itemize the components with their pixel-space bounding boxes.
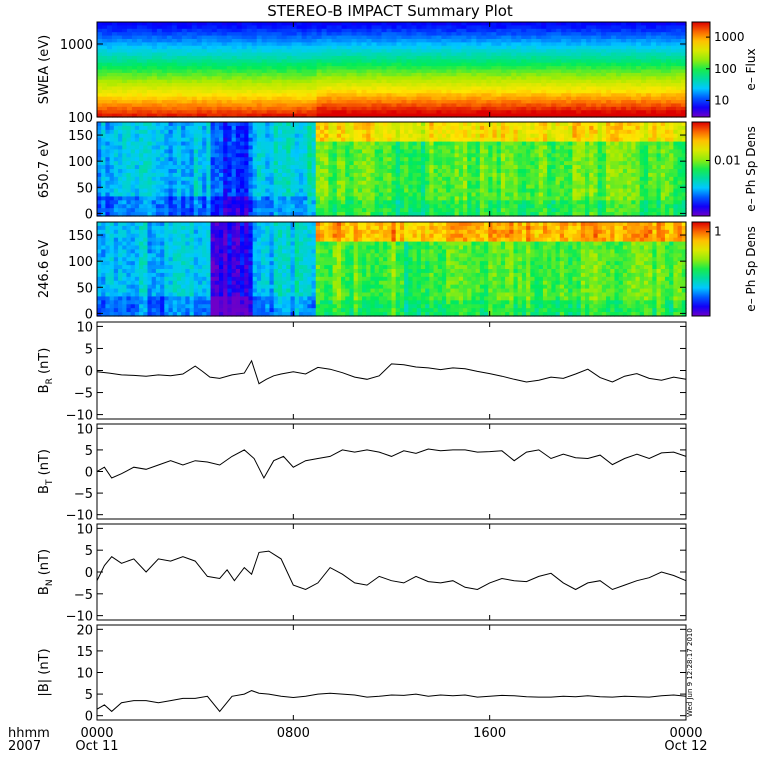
y-tick-label: 10: [76, 522, 93, 537]
panel-frame: [96, 121, 687, 217]
panel-frame: [96, 21, 687, 118]
y-tick-label: 150: [68, 129, 93, 144]
panel-5: −10 −5 0 5 10 BT (nT): [37, 422, 687, 524]
y-tick-label: 50: [76, 281, 93, 296]
x-left-label-2: 2007: [8, 739, 41, 754]
series-line-4: [96, 359, 687, 385]
y-tick-label: −10: [66, 509, 93, 524]
panel-frame: [96, 624, 687, 721]
colorbar-label: e– Flux: [744, 48, 758, 90]
x-tick-label: 1600: [473, 726, 506, 741]
colorbar-3: [691, 221, 711, 317]
y-tick-label: 0: [85, 466, 93, 481]
colorbar-tick-label: 0.01: [714, 154, 741, 168]
colorbar-2: [691, 121, 711, 217]
y-tick-label: 10: [76, 320, 93, 335]
panel-frame: [96, 423, 687, 520]
panel-6: −10 −5 0 5 10 BN (nT): [37, 522, 687, 625]
panel-4: −10 −5 0 5 10 BR (nT): [37, 320, 687, 424]
plot-title: STEREO-B IMPACT Summary Plot: [267, 2, 513, 20]
y-tick-label: 10: [76, 667, 93, 682]
y-tick-label: −10: [66, 610, 93, 625]
x-left-label-1: hhmm: [8, 726, 50, 741]
y-tick-label: 50: [76, 181, 93, 196]
y-axis-label: BN (nT): [37, 549, 55, 595]
y-axis-label: SWEA (eV): [37, 35, 52, 104]
y-tick-label: −5: [74, 387, 93, 402]
series-line-5: [96, 448, 687, 480]
x-tick-label: 0000: [80, 726, 113, 741]
y-tick-label: 0: [85, 710, 93, 725]
y-tick-label: 0: [85, 365, 93, 380]
colorbar-tick-label: 100: [714, 62, 737, 76]
y-tick-label: 5: [85, 544, 93, 559]
y-axis-label: BR (nT): [37, 348, 55, 394]
y-axis-label: BT (nT): [37, 449, 55, 494]
x-tick-date-label: Oct 12: [664, 739, 707, 754]
y-tick-label: 150: [68, 229, 93, 244]
y-tick-label: 100: [68, 111, 93, 126]
x-tick-date-label: Oct 11: [75, 739, 118, 754]
timestamp-stamp: Wed Jun 9 12:28:17 2010: [686, 628, 694, 717]
y-axis-label: |B| (nT): [37, 648, 52, 696]
panel-frame: [96, 321, 687, 420]
colorbar-tick-label: 1000: [714, 30, 745, 44]
y-tick-label: 1000: [60, 38, 93, 53]
y-tick-label: 0: [85, 307, 93, 322]
x-tick-label: 0800: [277, 726, 310, 741]
colorbar-label: e– Ph Sp Dens: [744, 226, 758, 311]
y-axis-label: 246.6 eV: [37, 240, 52, 298]
y-tick-label: 5: [85, 444, 93, 459]
y-tick-label: 0: [85, 207, 93, 222]
y-tick-label: 100: [68, 155, 93, 170]
colorbar-1: [691, 21, 711, 118]
heatmap-1: [97, 22, 687, 118]
y-tick-label: 20: [76, 623, 93, 638]
panel-1: 10 100 1000 e– Flux 100 1000 SWEA (eV): [37, 21, 758, 126]
panel-3: 1 e– Ph Sp Dens 0 50 100 150 246.6 eV: [37, 221, 758, 322]
panel-7: 0 5 10 15 20 |B| (nT): [37, 623, 687, 725]
heatmap-2: [97, 122, 687, 217]
colorbar-label: e– Ph Sp Dens: [744, 126, 758, 211]
colorbar-tick-label: 10: [714, 93, 729, 107]
series-line-6: [96, 550, 687, 591]
y-tick-label: 100: [68, 255, 93, 270]
y-tick-label: 0: [85, 566, 93, 581]
y-tick-label: 15: [76, 645, 93, 660]
y-axis-label: 650.7 eV: [37, 140, 52, 198]
panel-frame: [96, 523, 687, 621]
colorbar-tick-label: 1: [714, 225, 722, 239]
y-tick-label: −5: [74, 487, 93, 502]
heatmap-3: [97, 222, 687, 317]
y-tick-label: 10: [76, 422, 93, 437]
panel-frame: [96, 221, 687, 317]
y-tick-label: −5: [74, 588, 93, 603]
series-line-7: [96, 690, 687, 713]
y-tick-label: −10: [66, 409, 93, 424]
y-tick-label: 5: [85, 342, 93, 357]
x-tick-label: 0000: [669, 726, 702, 741]
panel-2: 0.01 e– Ph Sp Dens 0 50 100 150 650.7 eV: [37, 121, 758, 222]
y-tick-label: 5: [85, 688, 93, 703]
